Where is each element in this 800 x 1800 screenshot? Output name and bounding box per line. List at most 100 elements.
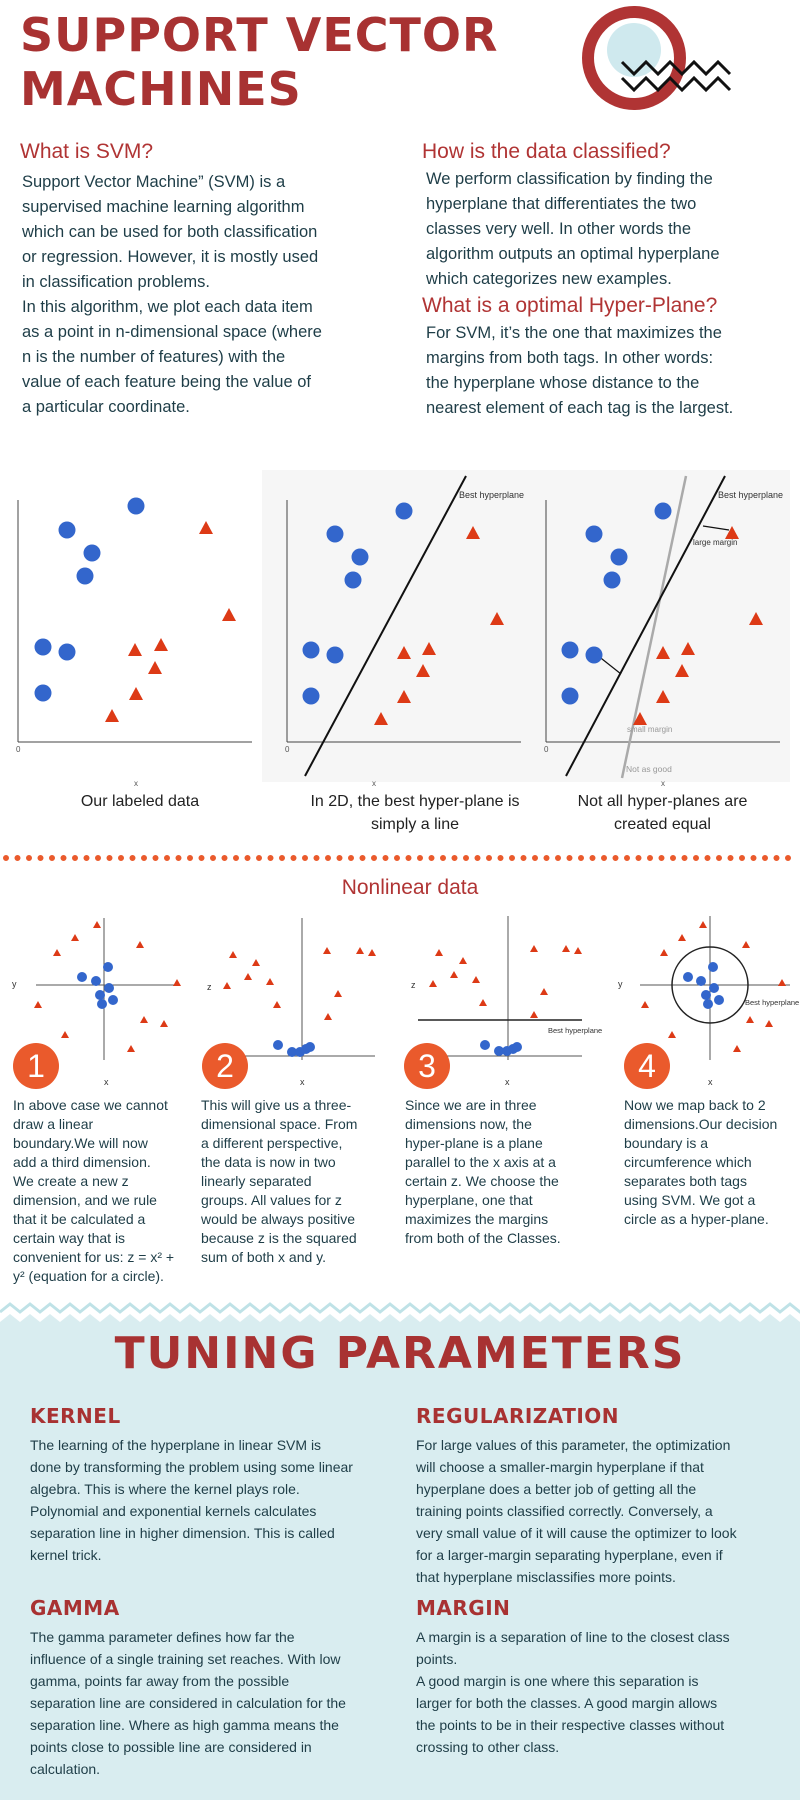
svm-logo-icon — [582, 6, 732, 110]
blue-point — [561, 641, 579, 659]
blue-point — [344, 571, 362, 589]
blue-point — [76, 567, 94, 585]
regularization-line: hyperplane does a better job of getting … — [416, 1481, 697, 1497]
caption-line: simply a line — [370, 816, 460, 833]
step-line: from both of the Classes. — [405, 1230, 561, 1246]
margin-heading: MARGIN — [416, 1596, 511, 1620]
step-line: circle as a hyper-plane. — [624, 1211, 769, 1227]
red-point — [656, 646, 670, 659]
y-axis-label: y — [12, 979, 17, 989]
optimal-line: nearest element of each tag is the large… — [426, 399, 734, 417]
what-line: supervised machine learning algorithm — [22, 198, 305, 216]
step-1-text: In above case we cannot draw a linear bo… — [13, 1096, 195, 1286]
red-point — [105, 709, 119, 722]
blue-point — [83, 544, 101, 562]
red-point — [154, 638, 168, 651]
blue-point — [610, 548, 628, 566]
dotted-divider — [3, 855, 799, 861]
step-line: parallel to the x axis at a — [405, 1154, 556, 1170]
blue-point — [302, 641, 320, 659]
x-axis-label: x — [300, 1077, 305, 1087]
red-point — [129, 687, 143, 700]
regularization-line: will choose a smaller-margin hyperplane … — [416, 1459, 704, 1475]
blue-point — [603, 571, 621, 589]
what-line: in classification problems. — [22, 273, 210, 291]
how-line: hyperplane that differentiates the two — [426, 195, 697, 213]
margin-text: A margin is a separation of line to the … — [416, 1626, 796, 1758]
hyperplane-line — [304, 475, 467, 777]
margin-line: A margin is a separation of line to the … — [416, 1629, 730, 1645]
tuning-section — [0, 1326, 800, 1800]
red-point — [656, 690, 670, 703]
red-point — [749, 612, 763, 625]
gamma-line: gamma, points far away from the possible — [30, 1673, 290, 1689]
poor-hyperplane-line — [620, 475, 688, 779]
red-point — [490, 612, 504, 625]
step-line: that it be calculated a — [13, 1211, 146, 1227]
title-line-2: MACHINES — [20, 62, 302, 116]
nonlinear-panel-4: y x Best hyperplane — [618, 916, 799, 1087]
red-point — [199, 521, 213, 534]
kernel-line: separation line in higher dimension. Thi… — [30, 1525, 335, 1541]
step-line: add a third dimension. — [13, 1154, 151, 1170]
red-point — [128, 643, 142, 656]
step-1-badge: 1 — [13, 1043, 59, 1089]
x-axis-label: x — [708, 1077, 713, 1087]
margin-line: larger for both the classes. A good marg… — [416, 1695, 718, 1711]
step-line: This will give us a three- — [201, 1097, 352, 1113]
red-point — [725, 526, 739, 539]
kernel-line: kernel trick. — [30, 1547, 102, 1563]
step-line: dimensions.Our decision — [624, 1116, 778, 1132]
nonlinear-panel-1: y x — [12, 918, 181, 1087]
regularization-line: that hyperplane misclassifies more point… — [416, 1569, 676, 1585]
regularization-heading: REGULARIZATION — [416, 1404, 620, 1428]
step-line: In above case we cannot — [13, 1097, 168, 1113]
red-point — [422, 642, 436, 655]
step-line: We create a new z — [13, 1173, 129, 1189]
step-line: certain z. We choose the — [405, 1173, 559, 1189]
blue-point — [326, 525, 344, 543]
caption-best-hyperplane: In 2D, the best hyper-plane is simply a … — [290, 790, 540, 836]
nonlinear-diagrams: y x z x z x Best hyperplane — [12, 916, 799, 1087]
what-is-svm-heading: What is SVM? — [20, 140, 154, 163]
best-hyperplane-label: Best hyperplane — [548, 1026, 602, 1035]
blue-point — [654, 502, 672, 520]
nonlinear-panel-3: z x Best hyperplane — [411, 916, 602, 1087]
caption-hyperplane-comparison: Not all hyper-planes are created equal — [550, 790, 775, 836]
blue-point — [326, 646, 344, 664]
gamma-line: points close to possible line are consid… — [30, 1739, 312, 1755]
how-line: We perform classification by finding the — [426, 170, 713, 188]
gamma-line: calculation. — [30, 1761, 101, 1777]
red-point — [397, 690, 411, 703]
blue-point — [585, 525, 603, 543]
step-line: maximizes the margins — [405, 1211, 549, 1227]
y-axis-label: y — [618, 979, 623, 989]
blue-point — [34, 684, 52, 702]
plot-hyperplane-comparison: 0 x Best hyperplane large margin small m… — [544, 475, 783, 788]
margin-line: crossing to other class. — [416, 1739, 560, 1755]
step-4-text: Now we map back to 2 dimensions.Our deci… — [624, 1096, 794, 1229]
step-line: using SVM. We got a — [624, 1192, 756, 1208]
plot-labeled-data: 0 x — [16, 497, 252, 788]
regularization-line: For large values of this parameter, the … — [416, 1437, 731, 1453]
step-3-badge: 3 — [404, 1043, 450, 1089]
optimal-hyperplane-text: For SVM, it’s the one that maximizes the… — [426, 321, 796, 421]
small-margin-label: small margin — [627, 725, 672, 734]
step-line: draw a linear — [13, 1116, 94, 1132]
circle-boundary — [671, 946, 749, 1024]
best-hyperplane-label: Best hyperplane — [459, 490, 524, 500]
what-is-svm-text: Support Vector Machine” (SVM) is a super… — [22, 170, 412, 420]
step-line: the data is now in two — [201, 1154, 336, 1170]
zigzag-border — [0, 1302, 800, 1330]
margin-line: the points to be in their respective cla… — [416, 1717, 725, 1733]
blue-point — [351, 548, 369, 566]
best-hyperplane-line — [565, 475, 726, 777]
margin-line: points. — [416, 1651, 458, 1667]
caption-labeled-data: Our labeled data — [20, 790, 260, 813]
step-line: convenient for us: z = x² + — [13, 1249, 175, 1265]
step-line: because z is the squared — [201, 1230, 357, 1246]
step-line: groups. All values for z — [201, 1192, 342, 1208]
step-line: Since we are in three — [405, 1097, 537, 1113]
gamma-text: The gamma parameter defines how far the … — [30, 1626, 400, 1780]
blue-point — [34, 638, 52, 656]
